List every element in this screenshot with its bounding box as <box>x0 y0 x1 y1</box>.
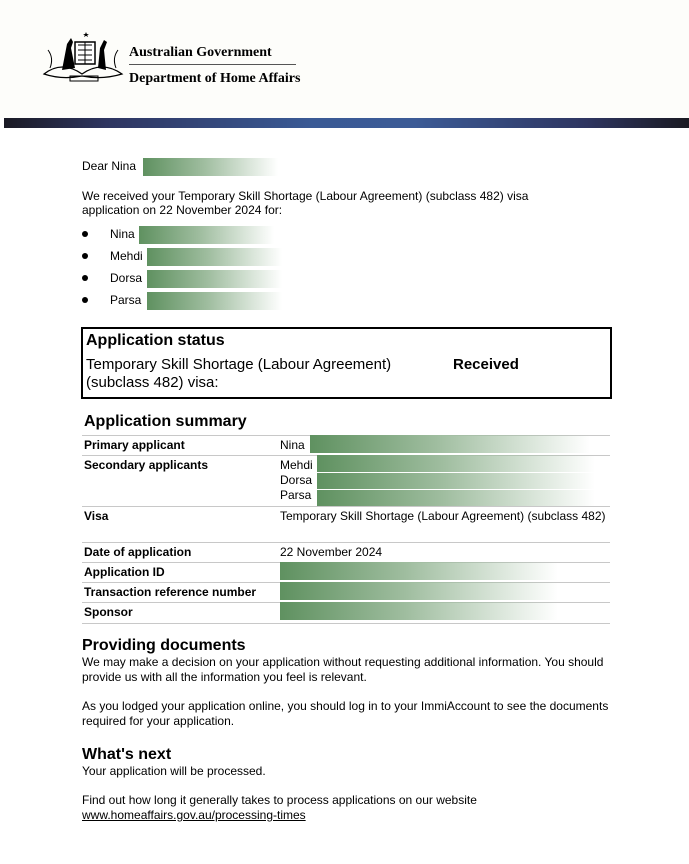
paragraph: Find out how long it generally takes to … <box>82 793 477 807</box>
providing-documents-section: Providing documents We may make a decisi… <box>82 637 612 729</box>
intro-text: We received your Temporary Skill Shortag… <box>82 189 529 217</box>
bullet-icon <box>82 275 88 281</box>
department-name: Department of Home Affairs <box>129 71 301 86</box>
bullet-icon <box>82 253 88 259</box>
coat-of-arms-logo <box>42 32 124 82</box>
divider <box>129 64 296 65</box>
redaction <box>139 226 274 244</box>
summary-title: Application summary <box>84 413 247 430</box>
status-title: Application status <box>86 332 225 349</box>
bullet-icon <box>82 297 88 303</box>
paragraph: Your application will be processed. <box>82 764 266 778</box>
paragraph: As you lodged your application online, y… <box>82 699 609 728</box>
redaction <box>280 562 558 580</box>
bullet-icon <box>82 231 88 237</box>
org-name: Australian Government <box>129 45 272 60</box>
redaction <box>143 158 278 176</box>
section-title: What's next <box>82 746 172 763</box>
redaction <box>147 292 282 310</box>
table-row: Visa Temporary Skill Shortage (Labour Ag… <box>82 506 610 543</box>
letterhead: Australian Government Department of Home… <box>0 0 689 118</box>
application-status-box: Application status Temporary Skill Short… <box>81 327 612 399</box>
redaction <box>317 455 595 472</box>
redaction <box>317 473 595 489</box>
redaction <box>147 270 282 288</box>
header-band <box>4 118 689 128</box>
status-visa: Temporary Skill Shortage (Labour Agreeme… <box>86 356 392 391</box>
redaction <box>280 602 558 620</box>
paragraph: We may make a decision on your applicati… <box>82 655 604 684</box>
status-badge: Received <box>453 356 519 373</box>
section-title: Providing documents <box>82 637 246 654</box>
whats-next-section: What's next Your application will be pro… <box>82 746 612 823</box>
redaction <box>280 582 558 600</box>
greeting: Dear Nina <box>82 159 137 173</box>
table-row: Date of application 22 November 2024 <box>82 542 610 563</box>
processing-times-link[interactable]: www.homeaffairs.gov.au/processing-times <box>82 808 306 822</box>
redaction <box>317 490 595 506</box>
redaction <box>147 248 282 266</box>
redaction <box>310 435 590 453</box>
